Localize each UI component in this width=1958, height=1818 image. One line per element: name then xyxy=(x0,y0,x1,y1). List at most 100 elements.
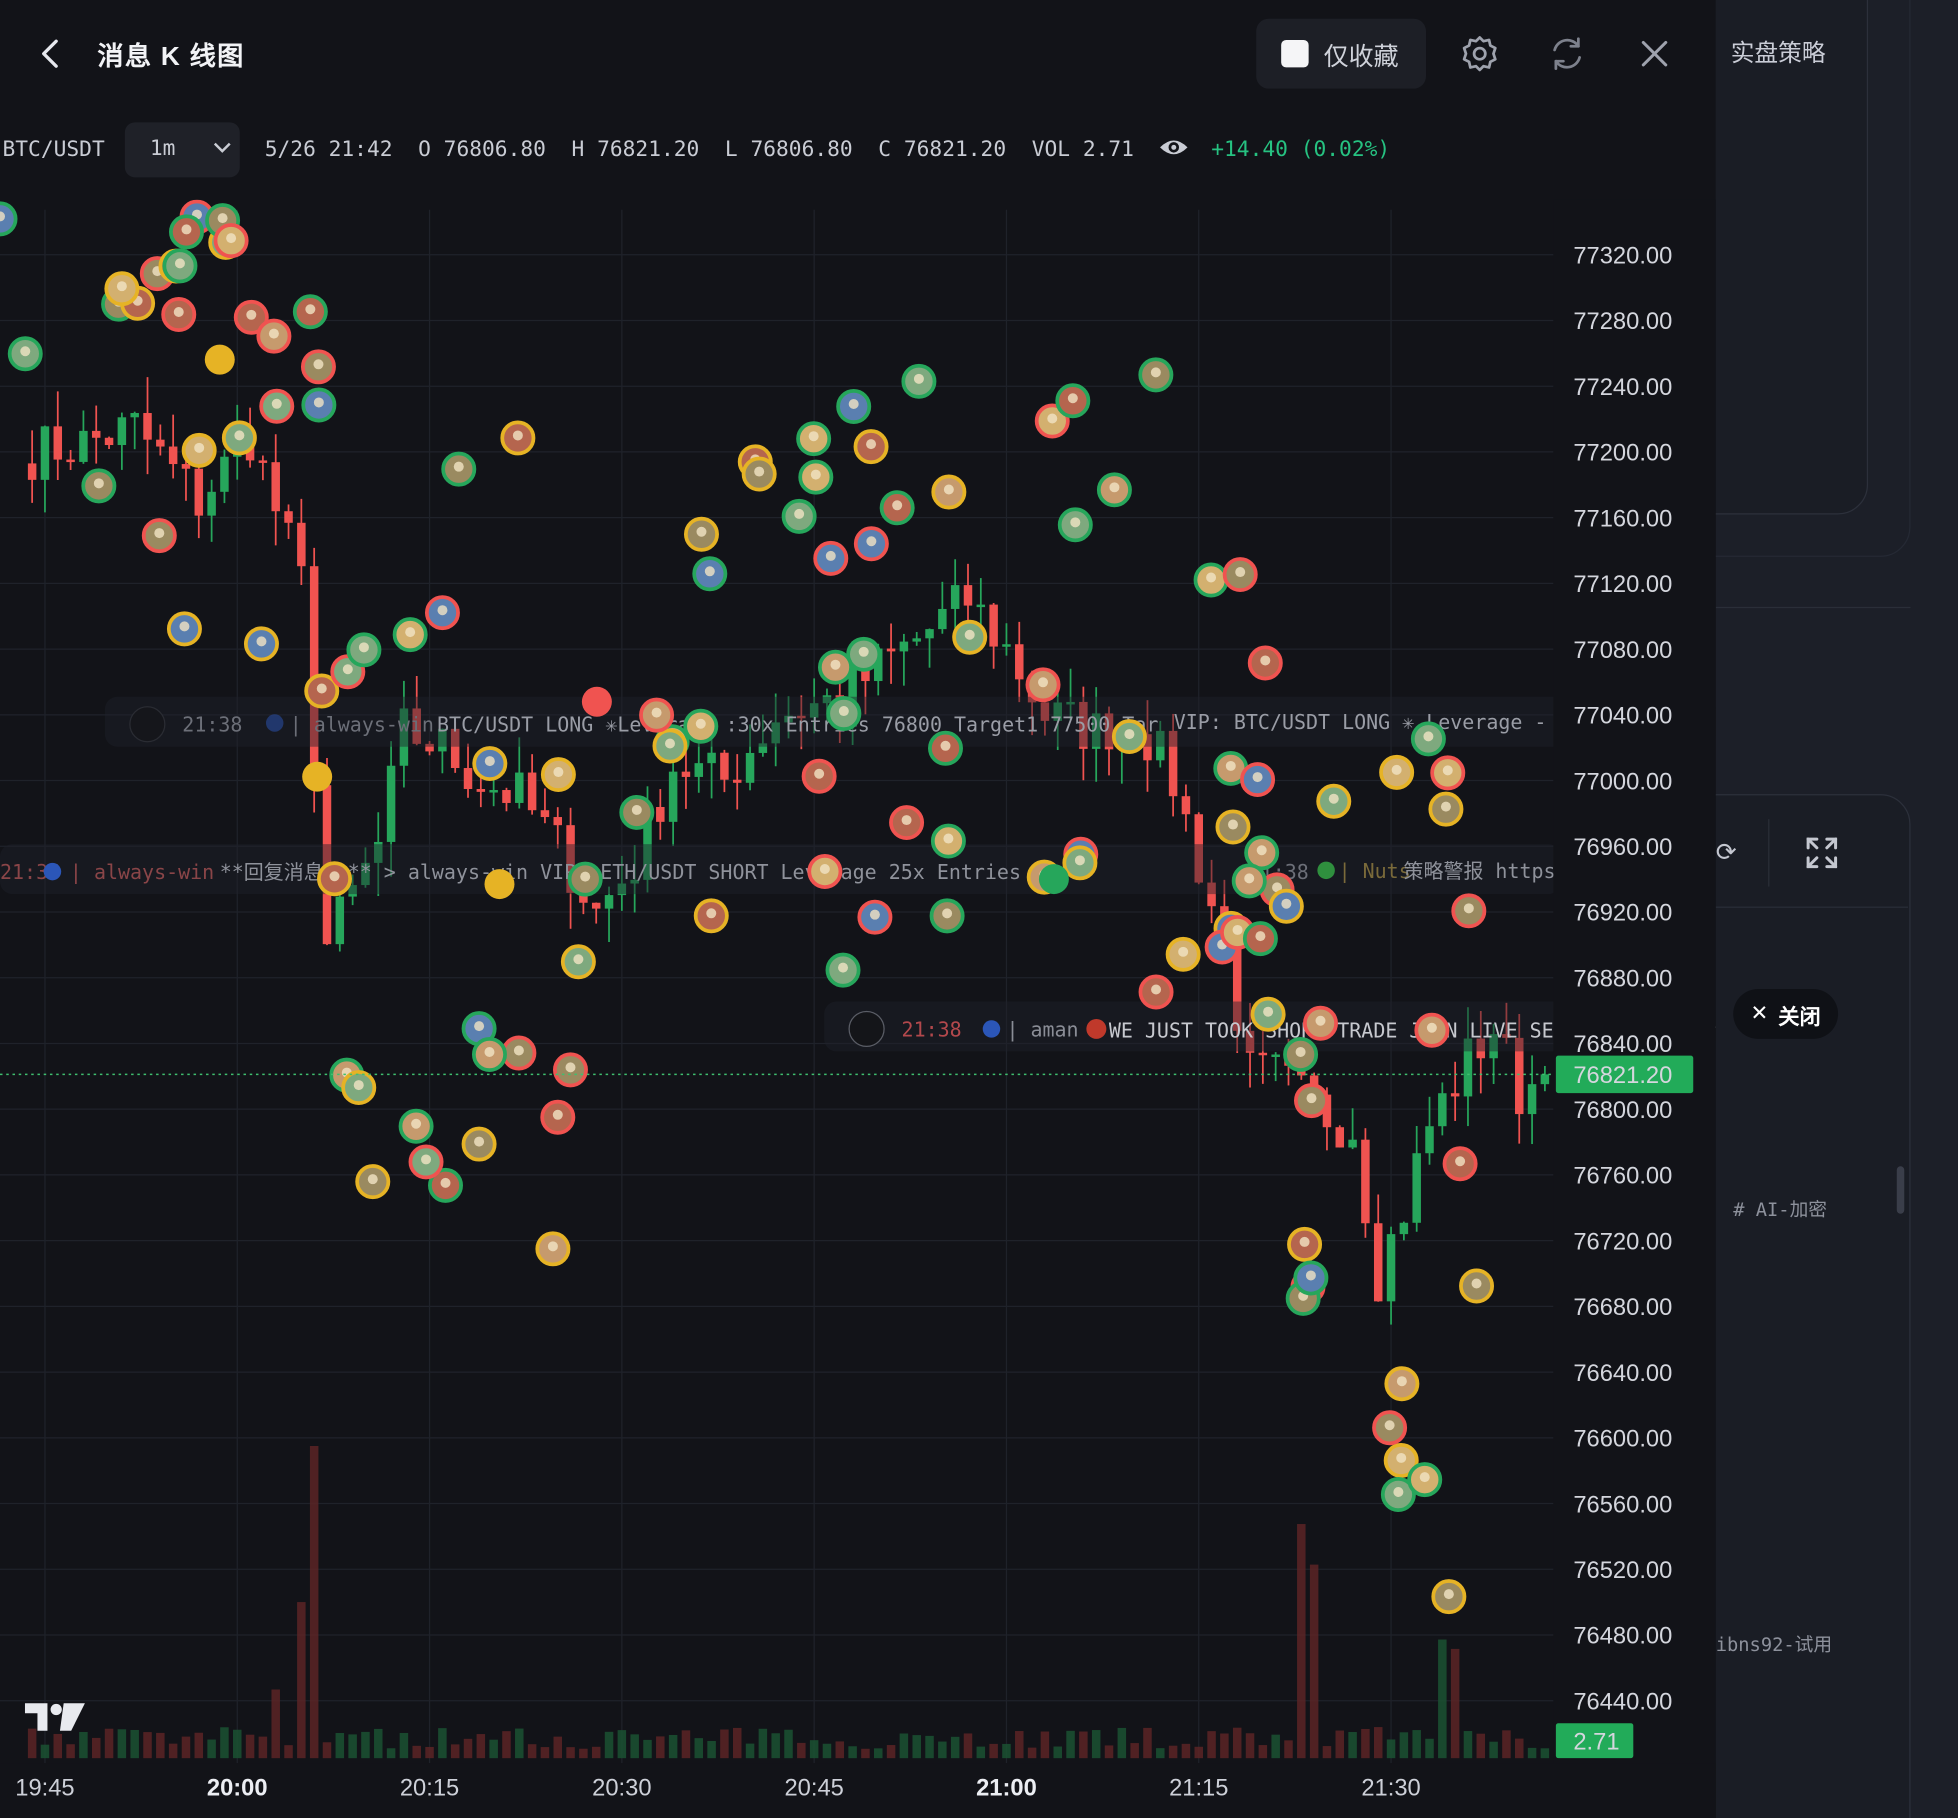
volume-bar xyxy=(989,1743,998,1759)
avatar-face xyxy=(1463,903,1474,914)
time-tick-label: 21:30 xyxy=(1361,1776,1420,1802)
gear-icon[interactable] xyxy=(1458,32,1500,74)
datetime-value: 5/26 21:42 xyxy=(264,137,393,163)
avatar-face xyxy=(1151,984,1162,995)
avatar-face xyxy=(964,629,975,640)
avatar-face xyxy=(316,683,327,694)
avatar-marker xyxy=(81,468,117,504)
price-tick-label: 77200.00 xyxy=(1573,441,1672,467)
avatar-face xyxy=(1443,1589,1454,1600)
price-change: +14.40 (0.02%) xyxy=(1211,137,1391,163)
price-tick-label: 76480.00 xyxy=(1573,1624,1672,1650)
eye-icon[interactable] xyxy=(1159,135,1189,160)
avatar-marker xyxy=(540,1099,576,1135)
avatar-marker xyxy=(166,611,202,647)
price-tick-label: 77240.00 xyxy=(1573,375,1672,401)
candlestick-chart[interactable]: 21:38 | always-win BTC/USDT LONG ✳Leverage… xyxy=(0,199,1716,1818)
scrollbar[interactable] xyxy=(1896,1166,1905,1214)
avatar-face xyxy=(1442,765,1453,776)
avatar-marker xyxy=(879,490,915,526)
favorites-only-toggle[interactable]: 仅收藏 xyxy=(1256,18,1427,89)
candle-body xyxy=(181,464,191,469)
refresh-icon[interactable]: ⟳ xyxy=(1715,839,1737,867)
avatar-marker xyxy=(567,861,603,897)
refresh-icon[interactable] xyxy=(1546,32,1588,74)
price-tick-label: 76960.00 xyxy=(1573,835,1672,861)
avatar-marker xyxy=(346,632,382,668)
volume-bar xyxy=(1271,1734,1280,1759)
volume-bar xyxy=(1438,1639,1447,1759)
chart-area[interactable]: 21:38 | always-win BTC/USDT LONG ✳Leverage… xyxy=(0,199,1716,1818)
avatar-face xyxy=(1440,801,1451,812)
avatar-marker xyxy=(1384,1366,1420,1402)
candle-body xyxy=(694,763,704,777)
avatar-marker xyxy=(1096,472,1132,508)
avatar-marker xyxy=(1316,783,1352,819)
avatar-marker xyxy=(317,861,352,897)
avatar-face xyxy=(940,740,951,751)
candle-body xyxy=(399,708,409,766)
close-button[interactable]: ✕ 关闭 xyxy=(1733,988,1839,1039)
volume-bar xyxy=(515,1728,524,1759)
volume-bar xyxy=(604,1731,614,1759)
avatar-face xyxy=(116,281,127,292)
avatar-face xyxy=(1328,793,1339,804)
avatar-marker xyxy=(1430,755,1466,791)
volume-bar xyxy=(899,1733,909,1759)
candle-body xyxy=(1079,701,1088,749)
volume-bar xyxy=(886,1745,896,1759)
avatar-marker xyxy=(540,757,576,793)
volume-bar xyxy=(1373,1727,1383,1759)
avatar-marker xyxy=(901,363,937,399)
candle-body xyxy=(989,604,998,647)
volume-bar xyxy=(1104,1745,1114,1759)
avatar-marker xyxy=(1283,1036,1319,1072)
message-text: VIP: BTC/USDT LONG ✳ Leverage - 30x Entr xyxy=(1174,710,1655,734)
avatar-marker xyxy=(857,899,893,935)
avatar-face xyxy=(0,211,6,222)
avatar-marker xyxy=(1165,936,1201,972)
avatar-marker xyxy=(424,595,460,631)
avatar-face xyxy=(1396,1376,1407,1387)
status-dot xyxy=(265,714,284,732)
expand-icon[interactable] xyxy=(1801,834,1843,871)
status-dot xyxy=(982,1020,1001,1038)
avatar-face xyxy=(179,621,190,632)
symbol-label: BTC/USDT xyxy=(2,137,105,163)
avatar-marker xyxy=(168,214,204,250)
volume-bar xyxy=(1027,1747,1037,1759)
volume-bar xyxy=(168,1743,178,1759)
volume-bar xyxy=(643,1739,652,1759)
avatar-face xyxy=(513,1045,524,1056)
volume-bar xyxy=(1091,1730,1101,1759)
back-button[interactable] xyxy=(32,32,69,74)
volume-bar xyxy=(1335,1730,1345,1759)
avatar-marker xyxy=(1414,1012,1450,1048)
avatar-marker xyxy=(1250,996,1286,1032)
avatar-marker xyxy=(104,271,140,307)
interval-select[interactable]: 1m xyxy=(124,122,240,178)
volume-bar xyxy=(1232,1727,1242,1759)
candle-body xyxy=(1181,796,1191,815)
avatar-face xyxy=(1232,924,1243,935)
avatar-marker xyxy=(1383,1442,1419,1478)
volume-bar xyxy=(66,1744,75,1759)
strategy-title[interactable]: 实盘策略 xyxy=(1730,41,1826,68)
chart-background xyxy=(0,199,1716,1818)
close-icon[interactable] xyxy=(1633,32,1675,74)
checkbox[interactable] xyxy=(1281,39,1309,68)
volume-bar xyxy=(617,1730,627,1759)
volume-bar xyxy=(732,1727,742,1759)
volume-bar xyxy=(297,1602,306,1759)
avatar-face xyxy=(1038,677,1049,688)
avatar-face xyxy=(1178,946,1189,957)
candle-body xyxy=(412,708,421,744)
avatar-marker xyxy=(952,619,988,655)
price-tick-label: 76520.00 xyxy=(1573,1558,1672,1584)
candle-body xyxy=(438,728,447,752)
avatar-marker xyxy=(501,1035,537,1071)
avatar-face xyxy=(1396,1452,1407,1463)
candle-body xyxy=(1143,734,1152,761)
avatar-face xyxy=(1260,655,1271,666)
marker-dot xyxy=(204,344,235,375)
